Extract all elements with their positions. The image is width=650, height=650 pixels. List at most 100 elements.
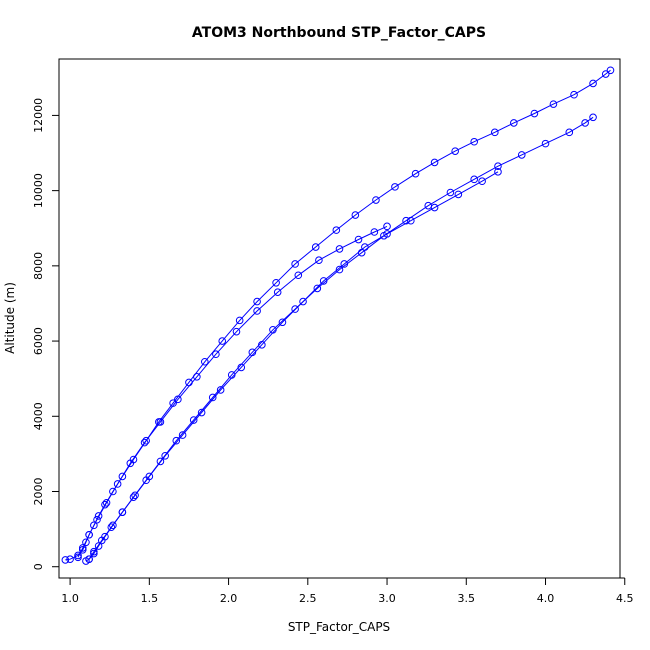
data-point <box>218 337 227 345</box>
data-point <box>78 544 87 552</box>
data-point <box>494 162 502 170</box>
data-point <box>370 228 379 236</box>
data-point <box>178 431 187 439</box>
data-point <box>383 222 391 231</box>
data-point <box>140 438 149 447</box>
data-point <box>402 216 410 225</box>
data-point <box>113 480 122 488</box>
data-point <box>90 521 98 530</box>
data-point <box>510 119 518 127</box>
data-point <box>142 436 150 445</box>
y-tick-label: 2000 <box>32 478 45 506</box>
x-tick-label: 4.0 <box>537 592 555 605</box>
data-point <box>601 70 610 78</box>
series-line <box>65 69 611 561</box>
data-point <box>97 536 106 545</box>
data-point <box>494 168 502 176</box>
data-point <box>208 393 217 402</box>
data-point <box>565 128 574 137</box>
data-point <box>491 128 499 137</box>
y-tick-label: 12000 <box>32 98 45 133</box>
data-point <box>272 278 280 287</box>
x-tick-label: 3.5 <box>458 592 476 605</box>
data-point <box>82 538 90 547</box>
data-point <box>172 436 181 445</box>
x-tick-label: 2.0 <box>220 592 238 605</box>
data-point <box>94 512 103 520</box>
data-point <box>200 357 209 366</box>
data-point <box>102 498 111 507</box>
data-point <box>332 226 341 234</box>
data-point <box>237 363 246 372</box>
data-point <box>340 260 349 268</box>
x-tick-label: 1.0 <box>61 592 79 605</box>
data-point <box>212 350 220 359</box>
data-point <box>174 395 182 404</box>
data-point <box>315 256 323 265</box>
data-point <box>66 555 74 563</box>
data-point <box>216 386 225 394</box>
series-line <box>85 116 594 562</box>
data-point <box>478 177 486 186</box>
data-point <box>372 196 380 204</box>
data-point <box>291 260 299 268</box>
data-point <box>294 271 303 280</box>
y-tick-label: 0 <box>32 563 45 570</box>
data-point <box>109 521 117 530</box>
x-tick-label: 2.5 <box>299 592 317 605</box>
data-point <box>354 235 363 244</box>
data-point <box>74 553 82 562</box>
x-tick-label: 3.0 <box>378 592 396 605</box>
data-point <box>258 341 266 349</box>
data-point <box>451 147 459 155</box>
data-point <box>291 305 299 313</box>
data-point <box>383 230 391 238</box>
x-tick-label: 4.5 <box>616 592 634 605</box>
y-axis-label: Altitude (m) <box>3 282 17 354</box>
data-point <box>126 459 135 468</box>
data-point <box>430 203 439 212</box>
data-point <box>335 245 344 253</box>
data-point <box>189 416 198 424</box>
x-tick-label: 1.5 <box>141 592 159 605</box>
data-point <box>85 530 93 539</box>
y-axis: 0 2000 4000 6000 8000 10000 12000 <box>32 98 60 570</box>
plot-frame <box>58 58 621 579</box>
data-point <box>235 316 244 325</box>
data-point <box>391 183 399 191</box>
data-point <box>530 109 539 118</box>
y-tick-label: 8000 <box>32 252 45 280</box>
series-line <box>77 225 388 558</box>
data-point <box>253 307 261 315</box>
data-point <box>156 418 165 426</box>
data-point <box>581 119 589 127</box>
data-point <box>161 451 169 460</box>
data-point <box>351 211 360 219</box>
data-point <box>430 158 439 167</box>
data-point <box>197 408 206 417</box>
data-point <box>131 491 139 500</box>
data-point <box>101 500 109 509</box>
data-point <box>107 523 116 532</box>
data-point <box>145 472 154 481</box>
y-tick-label: 10000 <box>32 173 45 208</box>
data-point <box>541 139 550 148</box>
x-axis: 1.0 1.5 2.0 2.5 3.0 3.5 4.0 4.5 <box>61 577 634 605</box>
data-point <box>273 288 282 296</box>
data-point <box>335 265 344 274</box>
data-point <box>299 297 307 306</box>
data-point <box>232 327 241 336</box>
data-point <box>517 151 526 159</box>
data-point <box>118 508 127 516</box>
data-point <box>85 555 93 563</box>
data-point <box>570 90 578 99</box>
data-point <box>311 243 320 251</box>
data-point <box>606 66 615 75</box>
data-point <box>118 472 127 481</box>
data-point <box>169 399 177 407</box>
data-point <box>313 284 322 293</box>
data-point <box>93 515 101 524</box>
data-point <box>90 547 98 556</box>
data-point <box>411 169 420 178</box>
